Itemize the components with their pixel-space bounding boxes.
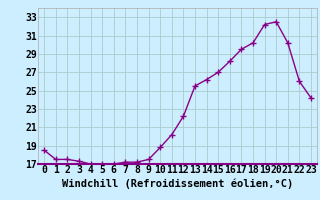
X-axis label: Windchill (Refroidissement éolien,°C): Windchill (Refroidissement éolien,°C)	[62, 178, 293, 189]
